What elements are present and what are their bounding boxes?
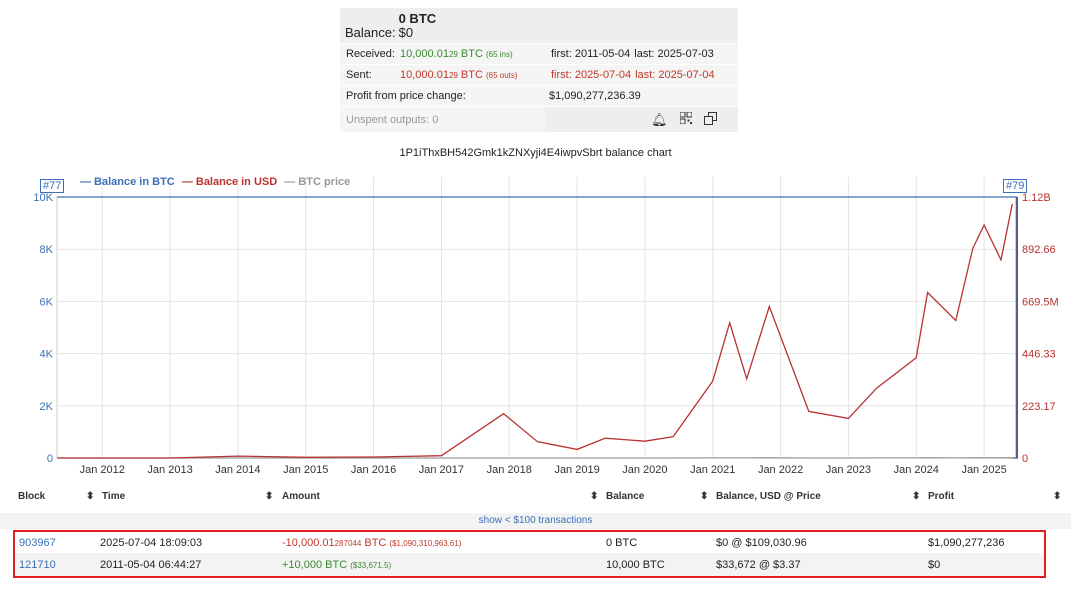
x-tick-label: Jan 2019 bbox=[554, 464, 599, 476]
sent-row: Sent: 10,000.0129 BTC (65 outs) first: 2… bbox=[340, 65, 738, 86]
x-tick-label: Jan 2016 bbox=[351, 464, 396, 476]
x-tick-label: Jan 2023 bbox=[826, 464, 871, 476]
sent-amount: 10,000.0129 BTC (65 outs) bbox=[400, 69, 518, 81]
x-tick-label: Jan 2020 bbox=[622, 464, 667, 476]
sort-icon[interactable]: ⬍ bbox=[86, 491, 95, 502]
profit-value: $1,090,277,236.39 bbox=[549, 90, 641, 102]
sent-label: Sent: bbox=[346, 69, 372, 81]
col-time[interactable]: Time bbox=[102, 491, 126, 502]
bell-icon[interactable]: 🔔︎ bbox=[651, 111, 668, 127]
col-balance[interactable]: Balance bbox=[606, 491, 645, 502]
y-left-tick-label: 4K bbox=[40, 349, 54, 361]
block-link[interactable]: 121710 bbox=[19, 559, 56, 571]
table-row: 903967 2025-07-04 18:09:03 -10,000.01287… bbox=[14, 531, 1046, 556]
sort-icon[interactable]: ⬍ bbox=[1053, 491, 1062, 502]
address-actions: 🔔︎ bbox=[651, 111, 717, 128]
received-label: Received: bbox=[346, 48, 395, 60]
x-tick-label: Jan 2012 bbox=[80, 464, 125, 476]
received-amount: 10,000.0129 BTC (65 ins) bbox=[400, 48, 513, 60]
sort-icon[interactable]: ⬍ bbox=[590, 491, 599, 502]
sort-icon[interactable]: ⬍ bbox=[700, 491, 709, 502]
tx-balance: 0 BTC bbox=[606, 537, 638, 549]
flag-right[interactable]: #79 bbox=[1003, 179, 1028, 193]
balance-usd: $0 bbox=[398, 24, 414, 40]
highlight-box bbox=[13, 530, 1046, 578]
tx-profit: $0 bbox=[928, 559, 941, 571]
legend-balance-btc[interactable]: — Balance in BTC bbox=[80, 176, 175, 188]
x-tick-label: Jan 2022 bbox=[758, 464, 803, 476]
received-last: last: 2025-07-03 bbox=[634, 48, 714, 60]
sort-icon[interactable]: ⬍ bbox=[265, 491, 274, 502]
col-amount[interactable]: Amount bbox=[282, 491, 320, 502]
legend-btc-price[interactable]: — BTC price bbox=[284, 176, 351, 188]
tx-balance: 10,000 BTC bbox=[606, 559, 665, 571]
y-right-tick-label: 0 bbox=[1022, 453, 1028, 465]
show-small-transactions-link[interactable]: show < $100 transactions bbox=[0, 513, 1071, 529]
y-left-tick-label: 6K bbox=[40, 296, 54, 308]
x-tick-label: Jan 2025 bbox=[961, 464, 1006, 476]
chart-title: 1P1iThxBH542Gmk1kZNXyji4E4iwpvSbrt balan… bbox=[399, 147, 672, 159]
unspent-row: Unspent outputs: 0 🔔︎ bbox=[340, 107, 738, 133]
profit-label: Profit from price change: bbox=[346, 90, 466, 102]
y-left-tick-label: 2K bbox=[40, 401, 54, 413]
sent-first: first: 2025-07-04 bbox=[551, 69, 632, 81]
series-balance-usd-line bbox=[57, 203, 1013, 459]
x-tick-label: Jan 2021 bbox=[690, 464, 735, 476]
y-right-tick-label: 1.12B bbox=[1022, 192, 1051, 204]
address-summary: Balance: 0 BTC $0 Received: 10,000.0129 … bbox=[340, 8, 738, 133]
sent-last: last: 2025-07-04 bbox=[635, 69, 715, 81]
x-tick-label: Jan 2014 bbox=[215, 464, 260, 476]
tx-balance-usd: $0 @ $109,030.96 bbox=[716, 537, 807, 549]
table-header: Block ⬍ Time ⬍ Amount ⬍ Balance ⬍ Balanc… bbox=[0, 486, 1071, 508]
qr-code-icon[interactable] bbox=[679, 111, 693, 128]
received-row: Received: 10,000.0129 BTC (65 ins) first… bbox=[340, 44, 738, 65]
series-balance-btc-line bbox=[57, 196, 1017, 458]
y-right-tick-label: 223.17 bbox=[1022, 401, 1056, 413]
unspent-label: Unspent outputs: 0 bbox=[346, 113, 439, 126]
x-tick-label: Jan 2017 bbox=[419, 464, 464, 476]
block-link[interactable]: 903967 bbox=[19, 537, 56, 549]
table-row: 121710 2011-05-04 06:44:27 +10,000 BTC (… bbox=[14, 553, 1046, 578]
y-left-tick-label: 0 bbox=[47, 453, 53, 465]
y-left-tick-label: 10K bbox=[33, 192, 53, 204]
x-tick-label: Jan 2015 bbox=[283, 464, 328, 476]
balance-values: 0 BTC $0 bbox=[398, 10, 437, 40]
chart-legend: — Balance in BTC — Balance in USD — BTC … bbox=[80, 176, 354, 188]
y-left-tick-label: 8K bbox=[40, 244, 54, 256]
received-first: first: 2011-05-04 bbox=[551, 48, 631, 60]
y-right-tick-label: 446.33 bbox=[1022, 349, 1056, 361]
x-tick-label: Jan 2018 bbox=[487, 464, 532, 476]
copy-icon[interactable] bbox=[703, 111, 717, 128]
legend-balance-usd[interactable]: — Balance in USD bbox=[181, 176, 278, 188]
balance-row: Balance: 0 BTC $0 bbox=[340, 8, 738, 44]
x-tick-label: Jan 2013 bbox=[147, 464, 192, 476]
y-right-tick-label: 669.5M bbox=[1022, 296, 1059, 308]
x-tick-label: Jan 2024 bbox=[894, 464, 939, 476]
balance-label: Balance: bbox=[345, 25, 396, 40]
y-right-tick-label: 892.66 bbox=[1022, 244, 1056, 256]
tx-amount[interactable]: +10,000 BTC ($33,671.5) bbox=[282, 559, 392, 571]
col-profit[interactable]: Profit bbox=[928, 491, 955, 502]
tx-amount[interactable]: -10,000.01287044 BTC ($1,090,310,963.61) bbox=[282, 537, 462, 549]
tx-balance-usd: $33,672 @ $3.37 bbox=[716, 559, 801, 571]
sort-icon[interactable]: ⬍ bbox=[912, 491, 921, 502]
balance-btc: 0 BTC bbox=[398, 10, 437, 26]
tx-time[interactable]: 2011-05-04 06:44:27 bbox=[100, 559, 202, 571]
col-balance-usd[interactable]: Balance, USD @ Price bbox=[716, 491, 821, 502]
tx-time[interactable]: 2025-07-04 18:09:03 bbox=[100, 537, 203, 549]
profit-row: Profit from price change: $1,090,277,236… bbox=[340, 86, 738, 107]
flag-left[interactable]: #77 bbox=[40, 179, 65, 193]
col-block[interactable]: Block bbox=[18, 491, 46, 502]
tx-profit: $1,090,277,236 bbox=[928, 537, 1005, 549]
